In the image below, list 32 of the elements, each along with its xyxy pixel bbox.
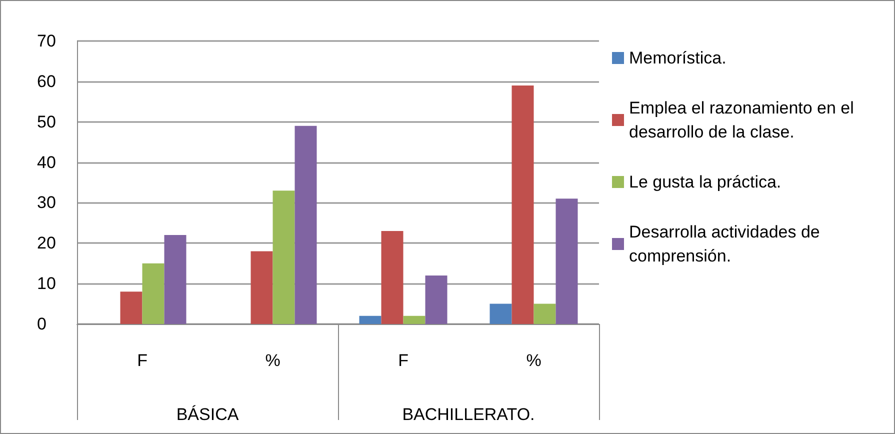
bar [120, 292, 142, 324]
x-tick-label: % [526, 351, 542, 370]
legend-label: Emplea el razonamiento en el desarrollo de la clase. [629, 98, 859, 142]
text: BACHILLERATO. [402, 405, 535, 424]
legend-label: Desarrolla actividades de comprensión. [629, 222, 825, 266]
bar [512, 85, 534, 324]
bar [164, 235, 186, 324]
bar [272, 190, 295, 324]
bar [381, 231, 404, 324]
bar [294, 126, 317, 324]
bar [403, 316, 426, 324]
y-tick-label: 0 [37, 314, 46, 334]
y-tick-label: 40 [37, 152, 56, 172]
y-tick-label: 60 [37, 72, 56, 91]
bar [425, 275, 448, 324]
y-tick-label: 10 [37, 274, 56, 294]
bar [556, 198, 578, 324]
bar [534, 304, 556, 324]
bar [359, 316, 382, 324]
x-tick-label: F [137, 351, 148, 370]
y-tick-label: 70 [37, 32, 56, 50]
x-tick-label: F [398, 351, 408, 370]
y-tick-label: 30 [37, 193, 56, 212]
x-tick-label: % [265, 351, 280, 370]
y-tick-label: 50 [37, 112, 56, 132]
bar [490, 304, 512, 324]
bar [142, 263, 164, 324]
bar [250, 251, 273, 324]
y-tick-label: 20 [37, 234, 56, 253]
text: BÁSICA [176, 405, 240, 424]
legend-label: Le gusta la práctica. [629, 172, 782, 192]
legend-label: Memorística. [629, 48, 726, 68]
